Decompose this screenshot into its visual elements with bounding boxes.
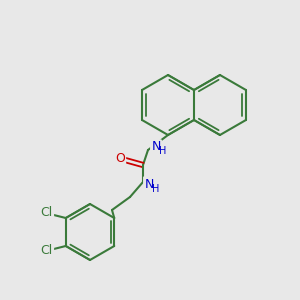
Text: H: H	[159, 146, 167, 156]
Text: N: N	[151, 140, 161, 154]
Text: N: N	[144, 178, 154, 190]
Text: O: O	[115, 152, 125, 164]
Text: Cl: Cl	[40, 244, 53, 257]
Text: H: H	[152, 184, 160, 194]
Text: Cl: Cl	[40, 206, 53, 220]
